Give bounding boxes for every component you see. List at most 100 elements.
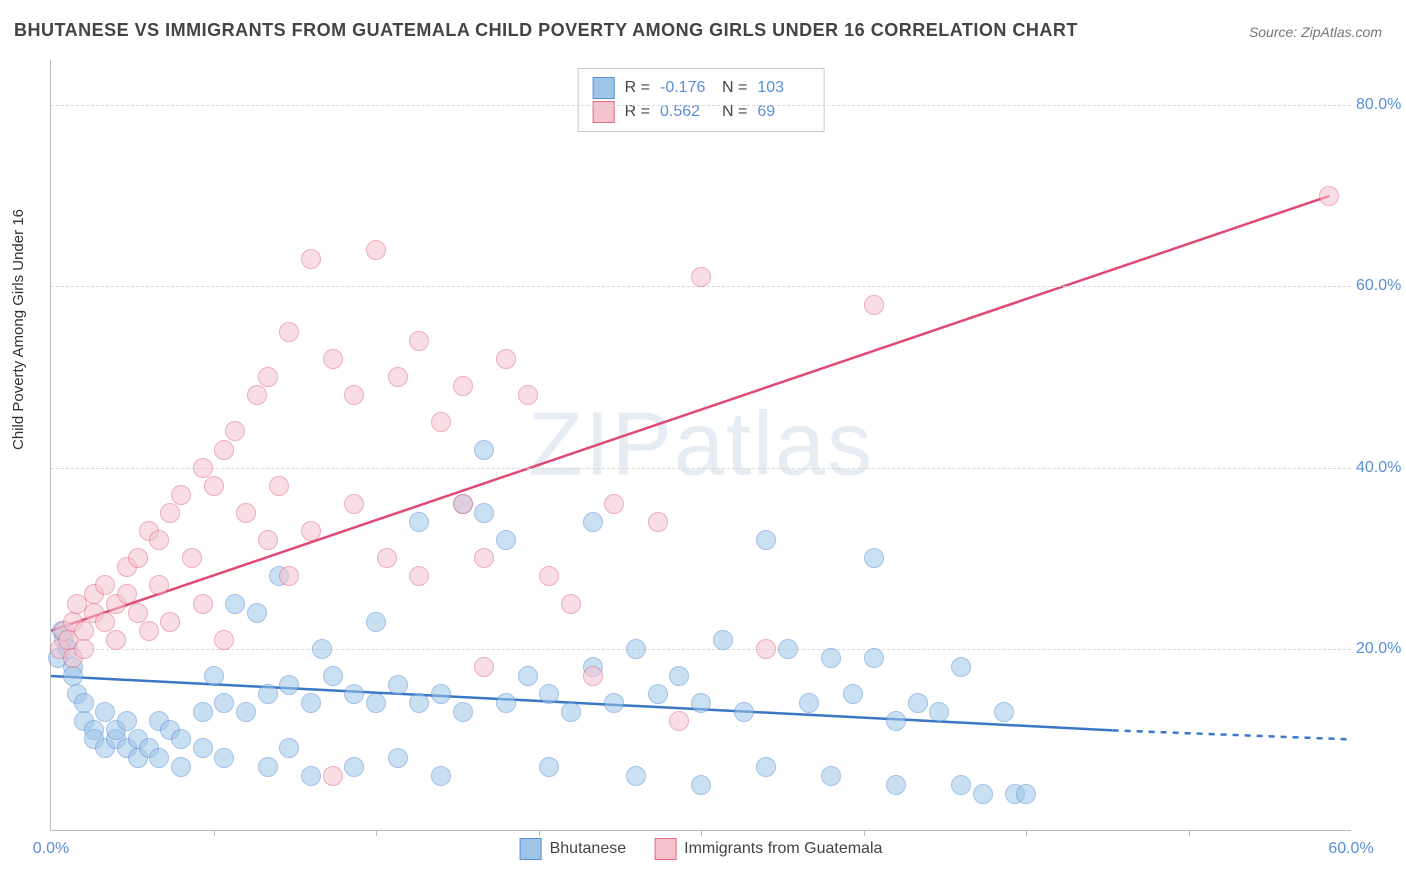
- point-bhutanese: [74, 693, 94, 713]
- point-bhutanese: [312, 639, 332, 659]
- point-guatemala: [431, 412, 451, 432]
- point-bhutanese: [204, 666, 224, 686]
- point-bhutanese: [908, 693, 928, 713]
- y-tick-label: 40.0%: [1356, 459, 1406, 477]
- point-guatemala: [323, 766, 343, 786]
- legend-swatch: [654, 838, 676, 860]
- point-guatemala: [193, 458, 213, 478]
- legend-bottom: BhutaneseImmigrants from Guatemala: [520, 838, 883, 860]
- gridline: [51, 649, 1351, 650]
- point-bhutanese: [518, 666, 538, 686]
- legend-item: Immigrants from Guatemala: [654, 838, 882, 860]
- point-bhutanese: [496, 693, 516, 713]
- x-tick-mark: [1189, 830, 1190, 836]
- point-bhutanese: [193, 738, 213, 758]
- point-bhutanese: [691, 775, 711, 795]
- point-guatemala: [301, 521, 321, 541]
- gridline: [51, 468, 1351, 469]
- point-bhutanese: [301, 693, 321, 713]
- point-guatemala: [225, 421, 245, 441]
- point-bhutanese: [864, 648, 884, 668]
- legend-R-label: R =: [625, 79, 650, 97]
- point-guatemala: [366, 240, 386, 260]
- point-bhutanese: [149, 748, 169, 768]
- point-guatemala: [117, 584, 137, 604]
- gridline: [51, 105, 1351, 106]
- point-guatemala: [344, 385, 364, 405]
- point-guatemala: [756, 639, 776, 659]
- point-guatemala: [74, 639, 94, 659]
- legend-N-value: 103: [757, 79, 809, 97]
- legend-R-value: -0.176: [660, 79, 712, 97]
- point-bhutanese: [799, 693, 819, 713]
- point-bhutanese: [626, 766, 646, 786]
- point-bhutanese: [63, 666, 83, 686]
- point-guatemala: [149, 530, 169, 550]
- point-bhutanese: [821, 766, 841, 786]
- point-bhutanese: [886, 775, 906, 795]
- point-guatemala: [269, 476, 289, 496]
- legend-stats-box: R =-0.176N =103R =0.562N =69: [578, 68, 825, 132]
- point-guatemala: [539, 566, 559, 586]
- point-guatemala: [377, 548, 397, 568]
- point-bhutanese: [583, 512, 603, 532]
- point-guatemala: [453, 376, 473, 396]
- point-bhutanese: [95, 702, 115, 722]
- y-tick-label: 20.0%: [1356, 640, 1406, 658]
- x-tick-mark: [376, 830, 377, 836]
- point-bhutanese: [344, 757, 364, 777]
- point-bhutanese: [214, 693, 234, 713]
- point-bhutanese: [778, 639, 798, 659]
- point-bhutanese: [431, 684, 451, 704]
- point-guatemala: [214, 630, 234, 650]
- point-guatemala: [160, 503, 180, 523]
- point-bhutanese: [539, 684, 559, 704]
- point-guatemala: [149, 575, 169, 595]
- chart-title: BHUTANESE VS IMMIGRANTS FROM GUATEMALA C…: [14, 20, 1078, 41]
- point-guatemala: [74, 621, 94, 641]
- point-guatemala: [474, 548, 494, 568]
- point-guatemala: [128, 603, 148, 623]
- point-bhutanese: [756, 757, 776, 777]
- point-bhutanese: [344, 684, 364, 704]
- point-bhutanese: [171, 729, 191, 749]
- point-guatemala: [258, 367, 278, 387]
- point-guatemala: [279, 322, 299, 342]
- point-bhutanese: [279, 738, 299, 758]
- point-bhutanese: [193, 702, 213, 722]
- x-tick-mark: [701, 830, 702, 836]
- point-bhutanese: [951, 657, 971, 677]
- point-guatemala: [193, 594, 213, 614]
- point-bhutanese: [214, 748, 234, 768]
- legend-swatch: [593, 77, 615, 99]
- point-guatemala: [583, 666, 603, 686]
- x-tick-mark: [214, 830, 215, 836]
- point-guatemala: [561, 594, 581, 614]
- point-bhutanese: [713, 630, 733, 650]
- x-tick-mark: [864, 830, 865, 836]
- point-guatemala: [182, 548, 202, 568]
- legend-series-name: Immigrants from Guatemala: [684, 840, 882, 858]
- legend-stats-row: R =-0.176N =103: [593, 77, 810, 99]
- point-guatemala: [128, 548, 148, 568]
- point-guatemala: [236, 503, 256, 523]
- point-guatemala: [323, 349, 343, 369]
- point-bhutanese: [388, 748, 408, 768]
- point-bhutanese: [669, 666, 689, 686]
- point-bhutanese: [366, 693, 386, 713]
- point-bhutanese: [388, 675, 408, 695]
- point-bhutanese: [561, 702, 581, 722]
- point-guatemala: [409, 566, 429, 586]
- point-guatemala: [139, 621, 159, 641]
- point-bhutanese: [973, 784, 993, 804]
- scatter-plot: ZIPatlas R =-0.176N =103R =0.562N =69 Bh…: [50, 60, 1351, 831]
- point-bhutanese: [539, 757, 559, 777]
- point-guatemala: [247, 385, 267, 405]
- point-bhutanese: [258, 684, 278, 704]
- point-guatemala: [171, 485, 191, 505]
- point-bhutanese: [301, 766, 321, 786]
- point-bhutanese: [864, 548, 884, 568]
- point-bhutanese: [886, 711, 906, 731]
- y-tick-label: 60.0%: [1356, 277, 1406, 295]
- point-bhutanese: [843, 684, 863, 704]
